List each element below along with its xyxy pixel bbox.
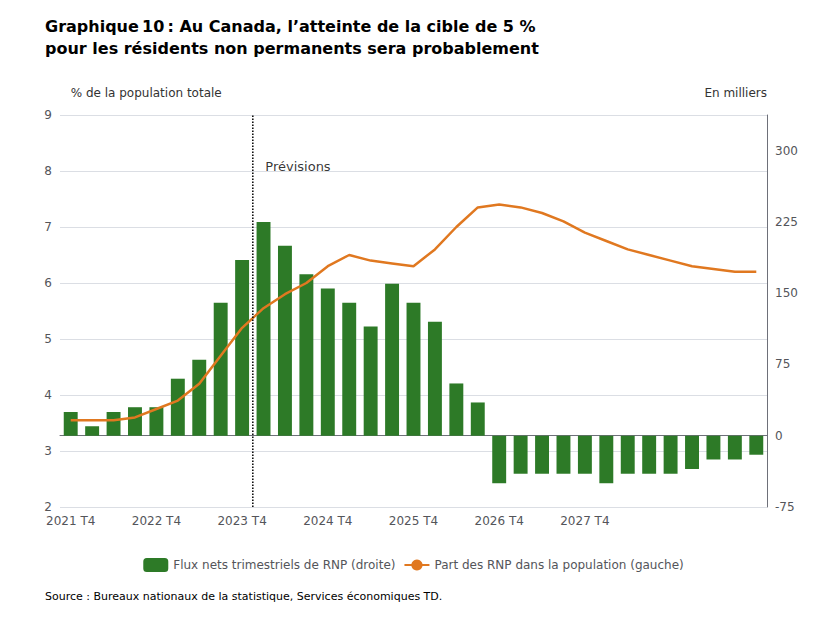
svg-text:Prévisions: Prévisions	[265, 159, 331, 174]
svg-text:225: 225	[775, 215, 798, 229]
svg-text:2026 T4: 2026 T4	[475, 514, 524, 528]
svg-text:En milliers: En milliers	[704, 86, 767, 100]
svg-text:2023 T4: 2023 T4	[217, 514, 266, 528]
svg-text:5: 5	[44, 332, 52, 346]
svg-text:2027 T4: 2027 T4	[560, 514, 609, 528]
svg-text:0: 0	[775, 429, 783, 443]
svg-text:2: 2	[44, 500, 52, 514]
svg-text:9: 9	[44, 108, 52, 122]
svg-text:2022 T4: 2022 T4	[132, 514, 181, 528]
svg-text:pour les résidents non permane: pour les résidents non permanents sera p…	[45, 39, 539, 58]
svg-text:-75: -75	[775, 500, 795, 514]
svg-text:2021 T4: 2021 T4	[46, 514, 95, 528]
svg-text:2024 T4: 2024 T4	[303, 514, 352, 528]
svg-text:150: 150	[775, 286, 798, 300]
svg-text:Graphique 10 : Au Canada, l’at: Graphique 10 : Au Canada, l’atteinte de …	[45, 17, 536, 36]
svg-text:4: 4	[44, 388, 52, 402]
svg-text:7: 7	[44, 220, 52, 234]
svg-text:8: 8	[44, 164, 52, 178]
svg-text:Flux nets trimestriels de RNP: Flux nets trimestriels de RNP (droite)	[173, 558, 395, 572]
svg-text:% de la population totale: % de la population totale	[71, 86, 222, 100]
svg-text:3: 3	[44, 444, 52, 458]
svg-text:Part des RNP dans la populatio: Part des RNP dans la population (gauche)	[434, 558, 683, 572]
svg-text:75: 75	[775, 357, 790, 371]
svg-text:2025 T4: 2025 T4	[389, 514, 438, 528]
svg-text:6: 6	[44, 276, 52, 290]
svg-text:300: 300	[775, 144, 798, 158]
svg-text:Source : Bureaux nationaux de: Source : Bureaux nationaux de la statist…	[45, 590, 442, 603]
